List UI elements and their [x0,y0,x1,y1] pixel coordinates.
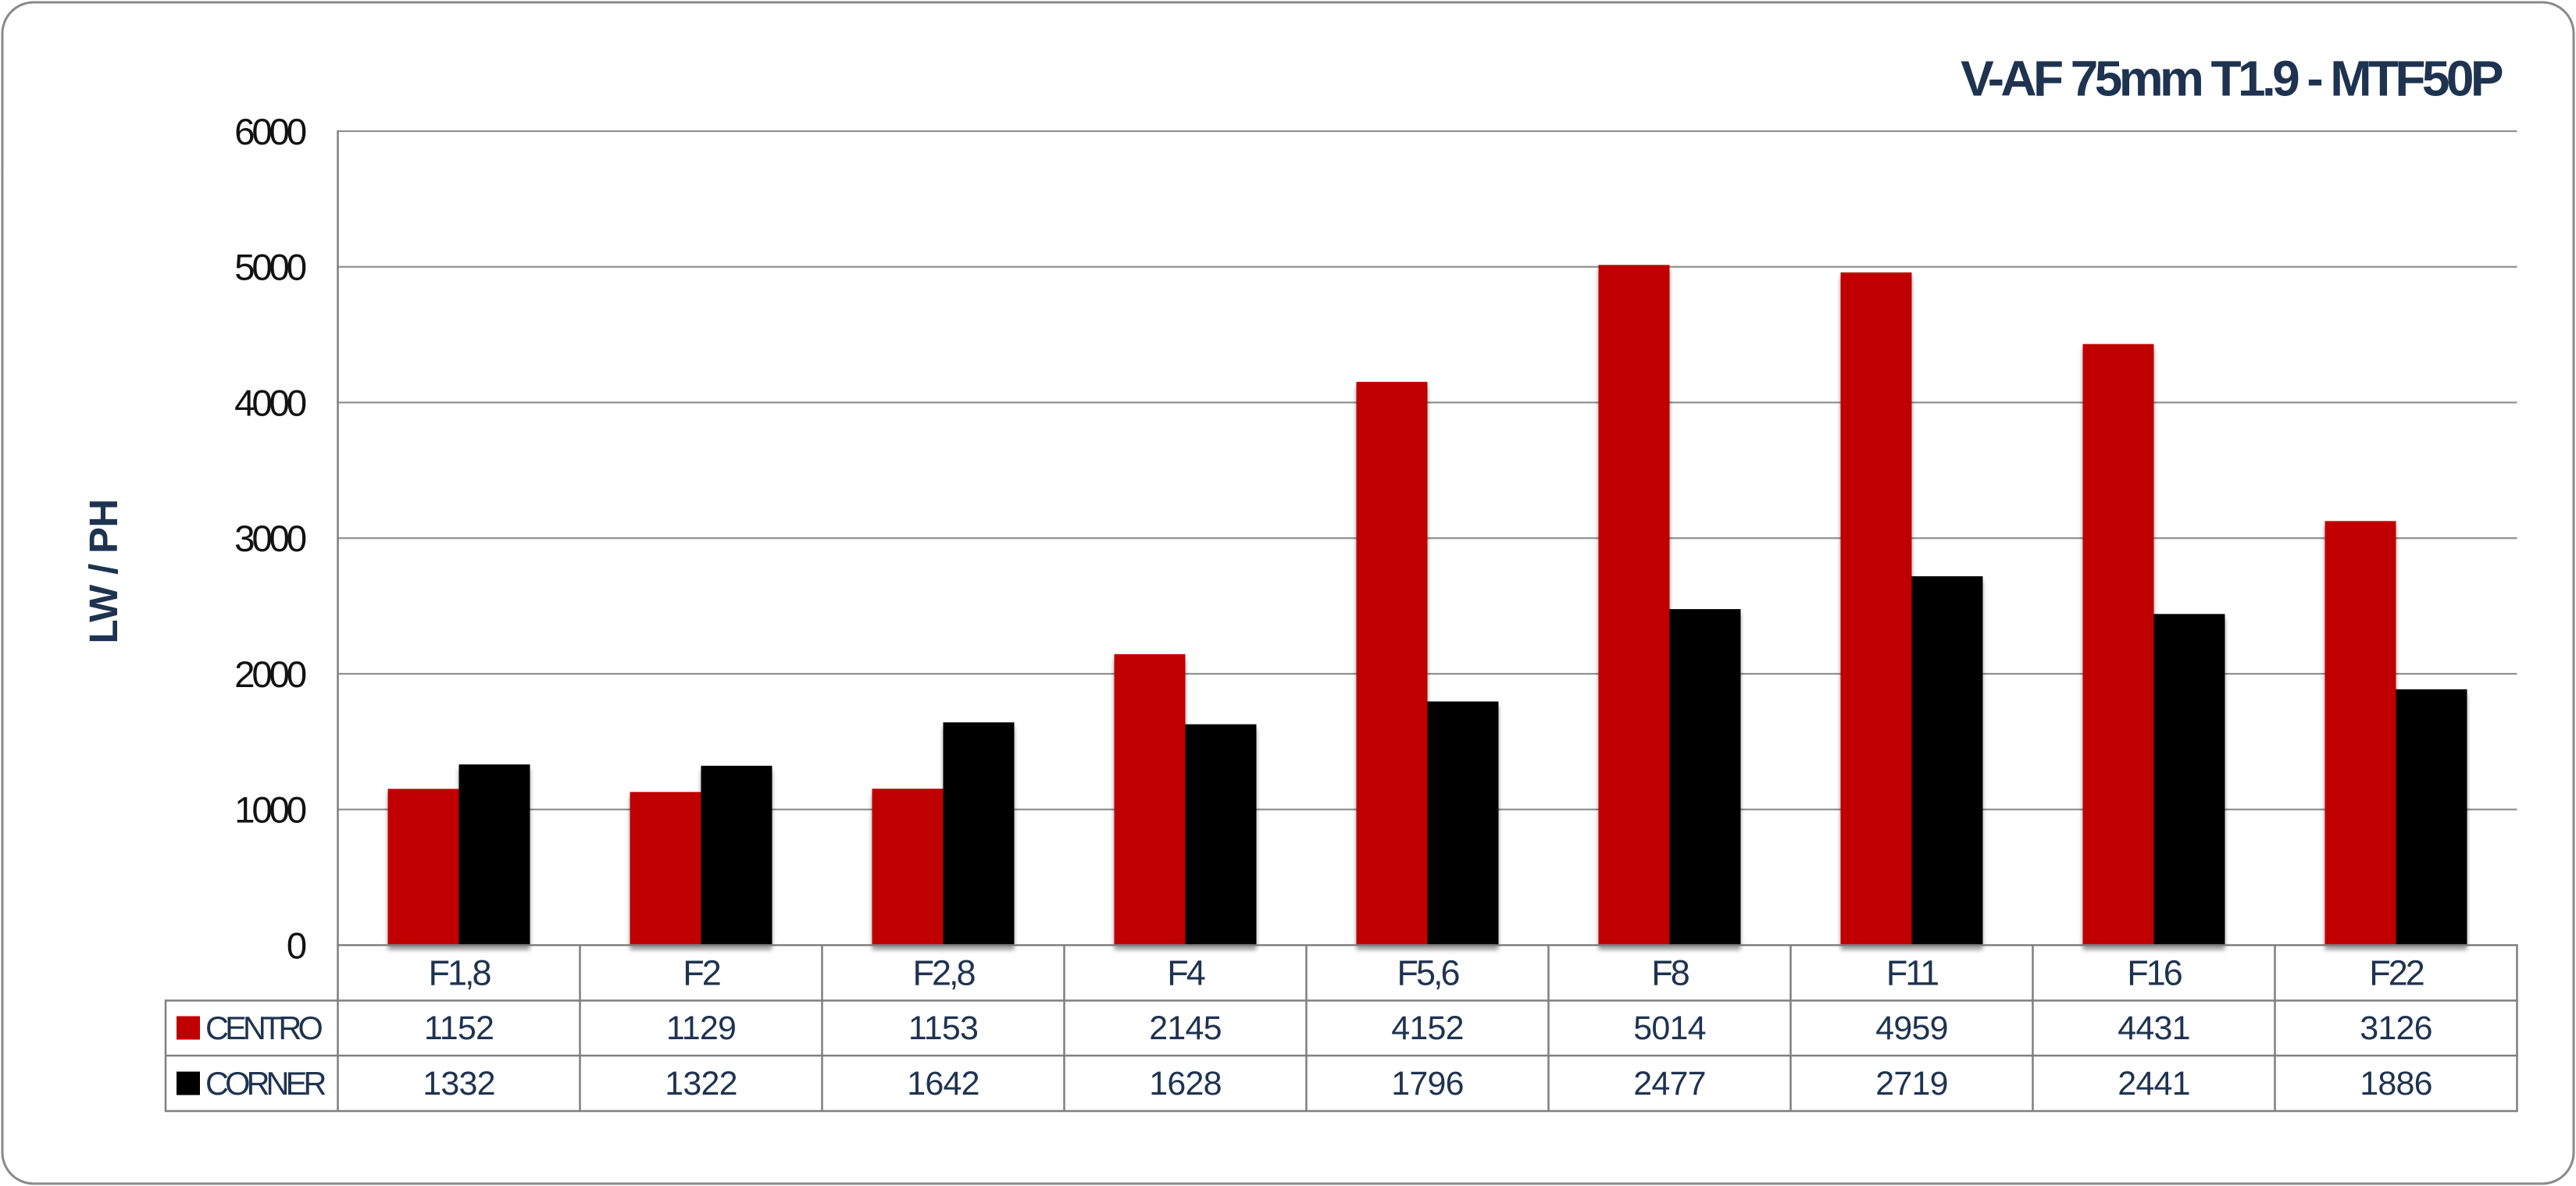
svg-text:6000: 6000 [234,112,306,153]
svg-text:F8: F8 [1651,953,1689,993]
svg-text:0: 0 [287,925,306,967]
svg-text:F2: F2 [683,953,719,993]
svg-text:3126: 3126 [2360,1010,2432,1047]
svg-text:5014: 5014 [1633,1010,1705,1047]
svg-text:1153: 1153 [908,1010,978,1047]
svg-text:1332: 1332 [423,1065,494,1102]
svg-text:1642: 1642 [907,1065,979,1102]
svg-text:2477: 2477 [1633,1065,1705,1102]
svg-text:F1,8: F1,8 [428,953,491,993]
svg-text:1000: 1000 [234,790,306,832]
svg-text:5000: 5000 [234,248,306,289]
svg-text:CENTRO: CENTRO [205,1010,322,1046]
svg-text:1129: 1129 [666,1010,736,1047]
svg-text:2441: 2441 [2118,1065,2189,1102]
svg-text:F5,6: F5,6 [1397,953,1459,993]
svg-text:1322: 1322 [665,1065,737,1102]
svg-text:2719: 2719 [1875,1065,1947,1102]
svg-text:CORNER: CORNER [205,1065,326,1102]
svg-text:V-AF 75mm T1.9 - MTF50P: V-AF 75mm T1.9 - MTF50P [1961,51,2503,107]
svg-text:F16: F16 [2127,953,2182,993]
svg-text:F11: F11 [1886,953,1938,993]
svg-text:3000: 3000 [234,518,306,560]
svg-text:4959: 4959 [1875,1010,1947,1047]
svg-text:1886: 1886 [2360,1065,2432,1102]
svg-text:F4: F4 [1167,953,1204,993]
svg-text:1796: 1796 [1391,1065,1463,1102]
svg-text:4000: 4000 [234,383,306,424]
svg-text:4152: 4152 [1391,1010,1463,1047]
svg-text:2145: 2145 [1149,1010,1221,1047]
svg-text:4431: 4431 [2118,1010,2189,1047]
svg-text:1628: 1628 [1149,1065,1221,1102]
svg-text:F2,8: F2,8 [912,953,975,993]
svg-text:LW / PH: LW / PH [81,500,126,644]
svg-text:F22: F22 [2369,953,2424,993]
svg-text:1152: 1152 [424,1010,494,1047]
svg-text:2000: 2000 [234,654,306,696]
